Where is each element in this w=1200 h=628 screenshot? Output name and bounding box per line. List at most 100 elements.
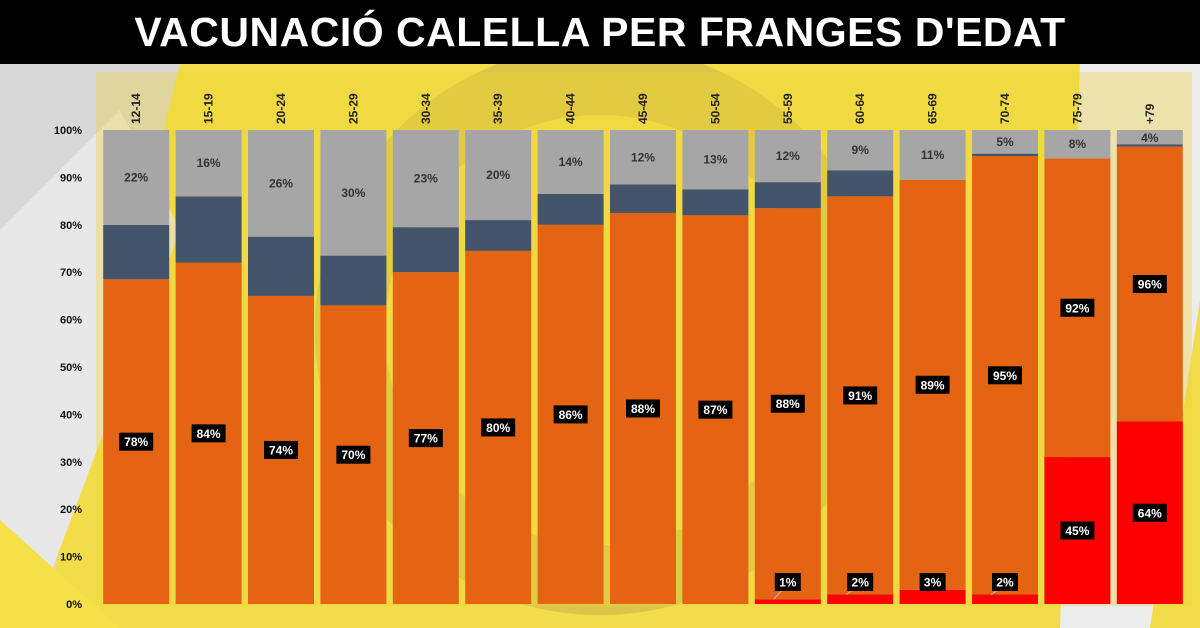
red-segment-label: 2% [847, 573, 874, 591]
y-tick-label: 0% [66, 599, 82, 611]
y-tick-label: 30% [60, 457, 82, 469]
bar-navy-segment [320, 255, 387, 306]
svg-text:88%: 88% [631, 402, 655, 416]
bar-red-segment [827, 594, 894, 604]
category-label: 55-59 [781, 93, 795, 124]
y-tick-label: 10% [60, 552, 82, 564]
svg-text:45%: 45% [1065, 524, 1089, 538]
orange-segment-label: 96% [1132, 275, 1167, 294]
orange-segment-label: 89% [915, 375, 950, 394]
svg-text:84%: 84% [197, 427, 221, 441]
bar-gray-segment [899, 130, 966, 180]
orange-segment-label: 91% [843, 386, 878, 405]
red-segment-label: 64% [1132, 503, 1167, 522]
page-title: VACUNACIÓ CALELLA PER FRANGES D'EDAT [0, 0, 1200, 64]
y-tick-label: 20% [60, 504, 82, 516]
svg-text:91%: 91% [848, 389, 872, 403]
bar-gray-segment [248, 130, 314, 237]
gray-segment-label: 20% [486, 168, 510, 182]
bar-navy-segment [537, 193, 604, 225]
orange-segment-label: 84% [191, 424, 226, 443]
bar-gray-segment [682, 130, 749, 190]
svg-text:2%: 2% [996, 576, 1014, 590]
category-label: 12-14 [129, 93, 143, 124]
orange-segment-label: 95% [988, 366, 1022, 385]
bar-navy-segment [1116, 144, 1183, 147]
bar-navy-segment [248, 236, 314, 296]
orange-segment-label: 86% [553, 405, 588, 424]
y-tick-label: 70% [60, 267, 82, 279]
svg-text:86%: 86% [559, 408, 583, 422]
bar-gray-segment [754, 130, 821, 183]
y-tick-label: 100% [54, 125, 82, 137]
category-label: 65-69 [926, 93, 940, 124]
y-tick-label: 50% [60, 362, 82, 374]
gray-segment-label: 4% [1141, 131, 1159, 145]
bar-navy-segment [465, 220, 532, 251]
svg-text:77%: 77% [414, 432, 438, 446]
bar-gray-segment [103, 130, 170, 225]
bar-gray-segment [610, 130, 676, 185]
red-segment-label: 1% [774, 573, 801, 591]
y-tick-label: 40% [60, 409, 82, 421]
svg-text:64%: 64% [1138, 506, 1162, 520]
gray-segment-label: 26% [269, 176, 293, 190]
red-segment-label: 45% [1060, 521, 1095, 540]
gray-segment-label: 12% [631, 150, 655, 164]
red-segment-label: 3% [919, 573, 946, 591]
category-label: 25-29 [346, 93, 360, 124]
category-label: 35-39 [491, 93, 505, 124]
orange-segment-label: 74% [264, 440, 298, 459]
gray-segment-label: 13% [703, 153, 727, 167]
y-tick-label: 60% [60, 315, 82, 327]
bar-gray-segment [392, 130, 459, 228]
svg-text:1%: 1% [779, 576, 797, 590]
svg-text:87%: 87% [703, 403, 727, 417]
bar-navy-segment [972, 153, 1038, 157]
category-label: 40-44 [564, 93, 578, 124]
category-label: 75-79 [1070, 93, 1084, 124]
svg-text:78%: 78% [124, 435, 148, 449]
gray-segment-label: 11% [921, 148, 945, 162]
svg-text:74%: 74% [269, 443, 293, 457]
bar-red-segment [899, 589, 966, 604]
bar-gray-segment [1044, 130, 1111, 159]
bar-navy-segment [610, 184, 676, 213]
gray-segment-label: 9% [852, 143, 870, 157]
category-label: 15-19 [202, 93, 216, 124]
svg-text:95%: 95% [993, 369, 1017, 383]
bar-gray-segment [972, 130, 1038, 154]
bar-gray-segment [465, 130, 532, 221]
bar-red-segment [754, 599, 821, 604]
bar-red-segment [972, 594, 1038, 604]
gray-segment-label: 8% [1069, 137, 1087, 151]
gray-segment-label: 23% [414, 172, 438, 186]
svg-text:2%: 2% [852, 576, 870, 590]
orange-segment-label: 87% [698, 400, 733, 419]
orange-segment-label: 88% [626, 399, 660, 418]
category-label: 45-49 [636, 93, 650, 124]
gray-segment-label: 12% [776, 149, 800, 163]
svg-text:70%: 70% [341, 448, 365, 462]
gray-segment-label: 30% [341, 186, 365, 200]
bar-navy-segment [392, 227, 459, 273]
bar-navy-segment [827, 170, 894, 197]
category-label: 20-24 [274, 93, 288, 124]
category-label: 60-64 [853, 93, 867, 124]
red-segment-label: 2% [992, 573, 1018, 591]
bar-gray-segment [175, 130, 242, 197]
bar-navy-segment [682, 189, 749, 216]
gray-segment-label: 22% [124, 170, 148, 184]
svg-text:96%: 96% [1138, 278, 1162, 292]
orange-segment-label: 88% [770, 394, 805, 413]
bar-navy-segment [103, 224, 170, 280]
svg-text:80%: 80% [486, 421, 510, 435]
svg-text:89%: 89% [921, 378, 945, 392]
gray-segment-label: 16% [197, 156, 221, 170]
category-label: 30-34 [419, 93, 433, 124]
svg-text:3%: 3% [924, 576, 942, 590]
category-label: +79 [1143, 103, 1157, 124]
y-tick-label: 90% [60, 172, 82, 184]
bar-navy-segment [175, 196, 242, 263]
